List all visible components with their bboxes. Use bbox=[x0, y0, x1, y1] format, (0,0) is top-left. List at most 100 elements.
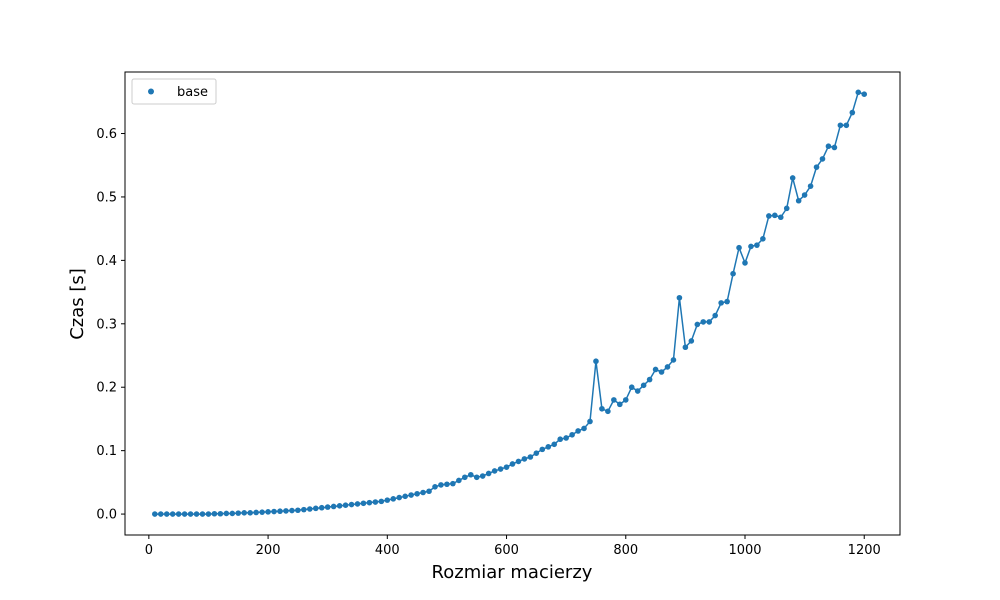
data-point bbox=[837, 122, 844, 129]
data-point bbox=[491, 468, 498, 474]
data-point bbox=[187, 511, 194, 517]
data-point bbox=[462, 474, 468, 481]
data-point bbox=[467, 471, 474, 478]
data-point bbox=[587, 418, 593, 425]
legend-box bbox=[131, 78, 217, 105]
data-point bbox=[712, 312, 718, 319]
data-point bbox=[706, 319, 713, 325]
data-point bbox=[682, 344, 689, 351]
data-point bbox=[849, 109, 856, 116]
data-point bbox=[718, 300, 724, 306]
data-point bbox=[557, 436, 563, 443]
data-point bbox=[163, 511, 170, 517]
data-point bbox=[384, 497, 391, 503]
data-point bbox=[444, 481, 450, 488]
data-point bbox=[175, 511, 182, 517]
data-point bbox=[152, 511, 158, 517]
data-point bbox=[545, 444, 552, 450]
data-point bbox=[569, 431, 575, 438]
data-point bbox=[551, 441, 558, 448]
series-base bbox=[152, 89, 868, 517]
data-point bbox=[730, 270, 736, 277]
data-point bbox=[223, 510, 230, 517]
data-point bbox=[253, 509, 259, 516]
data-point bbox=[372, 499, 379, 505]
data-point bbox=[688, 338, 695, 344]
data-point bbox=[342, 502, 349, 508]
data-point bbox=[521, 456, 528, 462]
data-point bbox=[456, 477, 462, 484]
data-point bbox=[539, 446, 546, 453]
data-point bbox=[611, 397, 617, 403]
data-point bbox=[497, 466, 504, 472]
data-point bbox=[473, 474, 480, 481]
data-point bbox=[289, 507, 295, 514]
data-point bbox=[527, 454, 534, 460]
data-point bbox=[450, 480, 456, 487]
data-point bbox=[241, 510, 248, 516]
data-point bbox=[646, 376, 653, 383]
data-point bbox=[772, 212, 778, 219]
y-tick-label: 0.2 bbox=[96, 381, 117, 396]
data-point bbox=[318, 504, 325, 511]
data-point bbox=[843, 122, 850, 129]
data-point bbox=[807, 183, 814, 189]
x-tick-label: 1200 bbox=[848, 543, 881, 558]
data-point bbox=[193, 511, 200, 517]
x-tick-label: 0 bbox=[145, 543, 153, 558]
data-point bbox=[581, 425, 587, 432]
data-point bbox=[736, 244, 742, 251]
y-tick-label: 0.3 bbox=[96, 317, 117, 332]
data-point bbox=[330, 503, 337, 510]
data-point bbox=[760, 236, 766, 242]
data-point bbox=[307, 506, 313, 512]
data-point bbox=[211, 510, 218, 517]
x-axis-ticks: 0 200 400 600 800 1000 1200 bbox=[145, 535, 881, 558]
y-axis-ticks: 0.0 0.1 0.2 0.3 0.4 0.5 0.6 bbox=[96, 127, 125, 523]
data-point bbox=[670, 357, 677, 363]
data-point bbox=[855, 89, 862, 96]
data-point bbox=[366, 499, 373, 506]
data-point bbox=[742, 260, 748, 266]
data-point bbox=[622, 397, 629, 403]
data-point bbox=[825, 143, 832, 150]
data-point bbox=[235, 510, 242, 516]
x-tick-label: 400 bbox=[375, 543, 400, 558]
data-point bbox=[795, 197, 802, 204]
data-point bbox=[634, 388, 641, 394]
data-point bbox=[515, 458, 522, 465]
data-point bbox=[420, 489, 426, 496]
data-point bbox=[360, 500, 367, 507]
x-tick-label: 200 bbox=[256, 543, 281, 558]
data-point bbox=[265, 509, 271, 515]
data-point bbox=[432, 484, 438, 490]
data-point bbox=[766, 213, 772, 219]
data-point bbox=[801, 192, 808, 198]
y-tick-label: 0.6 bbox=[96, 127, 117, 142]
data-point bbox=[181, 511, 188, 517]
y-tick-label: 0.0 bbox=[96, 508, 117, 523]
data-point bbox=[378, 498, 385, 505]
data-point bbox=[354, 501, 361, 507]
legend-marker-base bbox=[148, 88, 154, 95]
x-tick-label: 800 bbox=[613, 543, 638, 558]
data-point bbox=[575, 428, 581, 434]
data-point bbox=[789, 175, 796, 181]
x-axis-label: Rozmiar macierzy bbox=[432, 562, 593, 583]
data-point bbox=[438, 482, 444, 488]
data-point bbox=[229, 510, 236, 517]
data-point bbox=[259, 509, 265, 515]
y-axis-label: Czas [s] bbox=[67, 268, 88, 340]
data-point bbox=[599, 405, 605, 412]
data-point bbox=[748, 243, 754, 250]
data-point bbox=[336, 503, 343, 509]
data-point bbox=[324, 504, 331, 510]
data-point bbox=[157, 511, 164, 517]
data-point bbox=[295, 507, 301, 514]
data-point bbox=[652, 366, 659, 373]
data-point bbox=[533, 450, 540, 456]
data-point bbox=[605, 408, 611, 415]
data-point bbox=[479, 473, 486, 479]
data-point bbox=[348, 501, 355, 508]
